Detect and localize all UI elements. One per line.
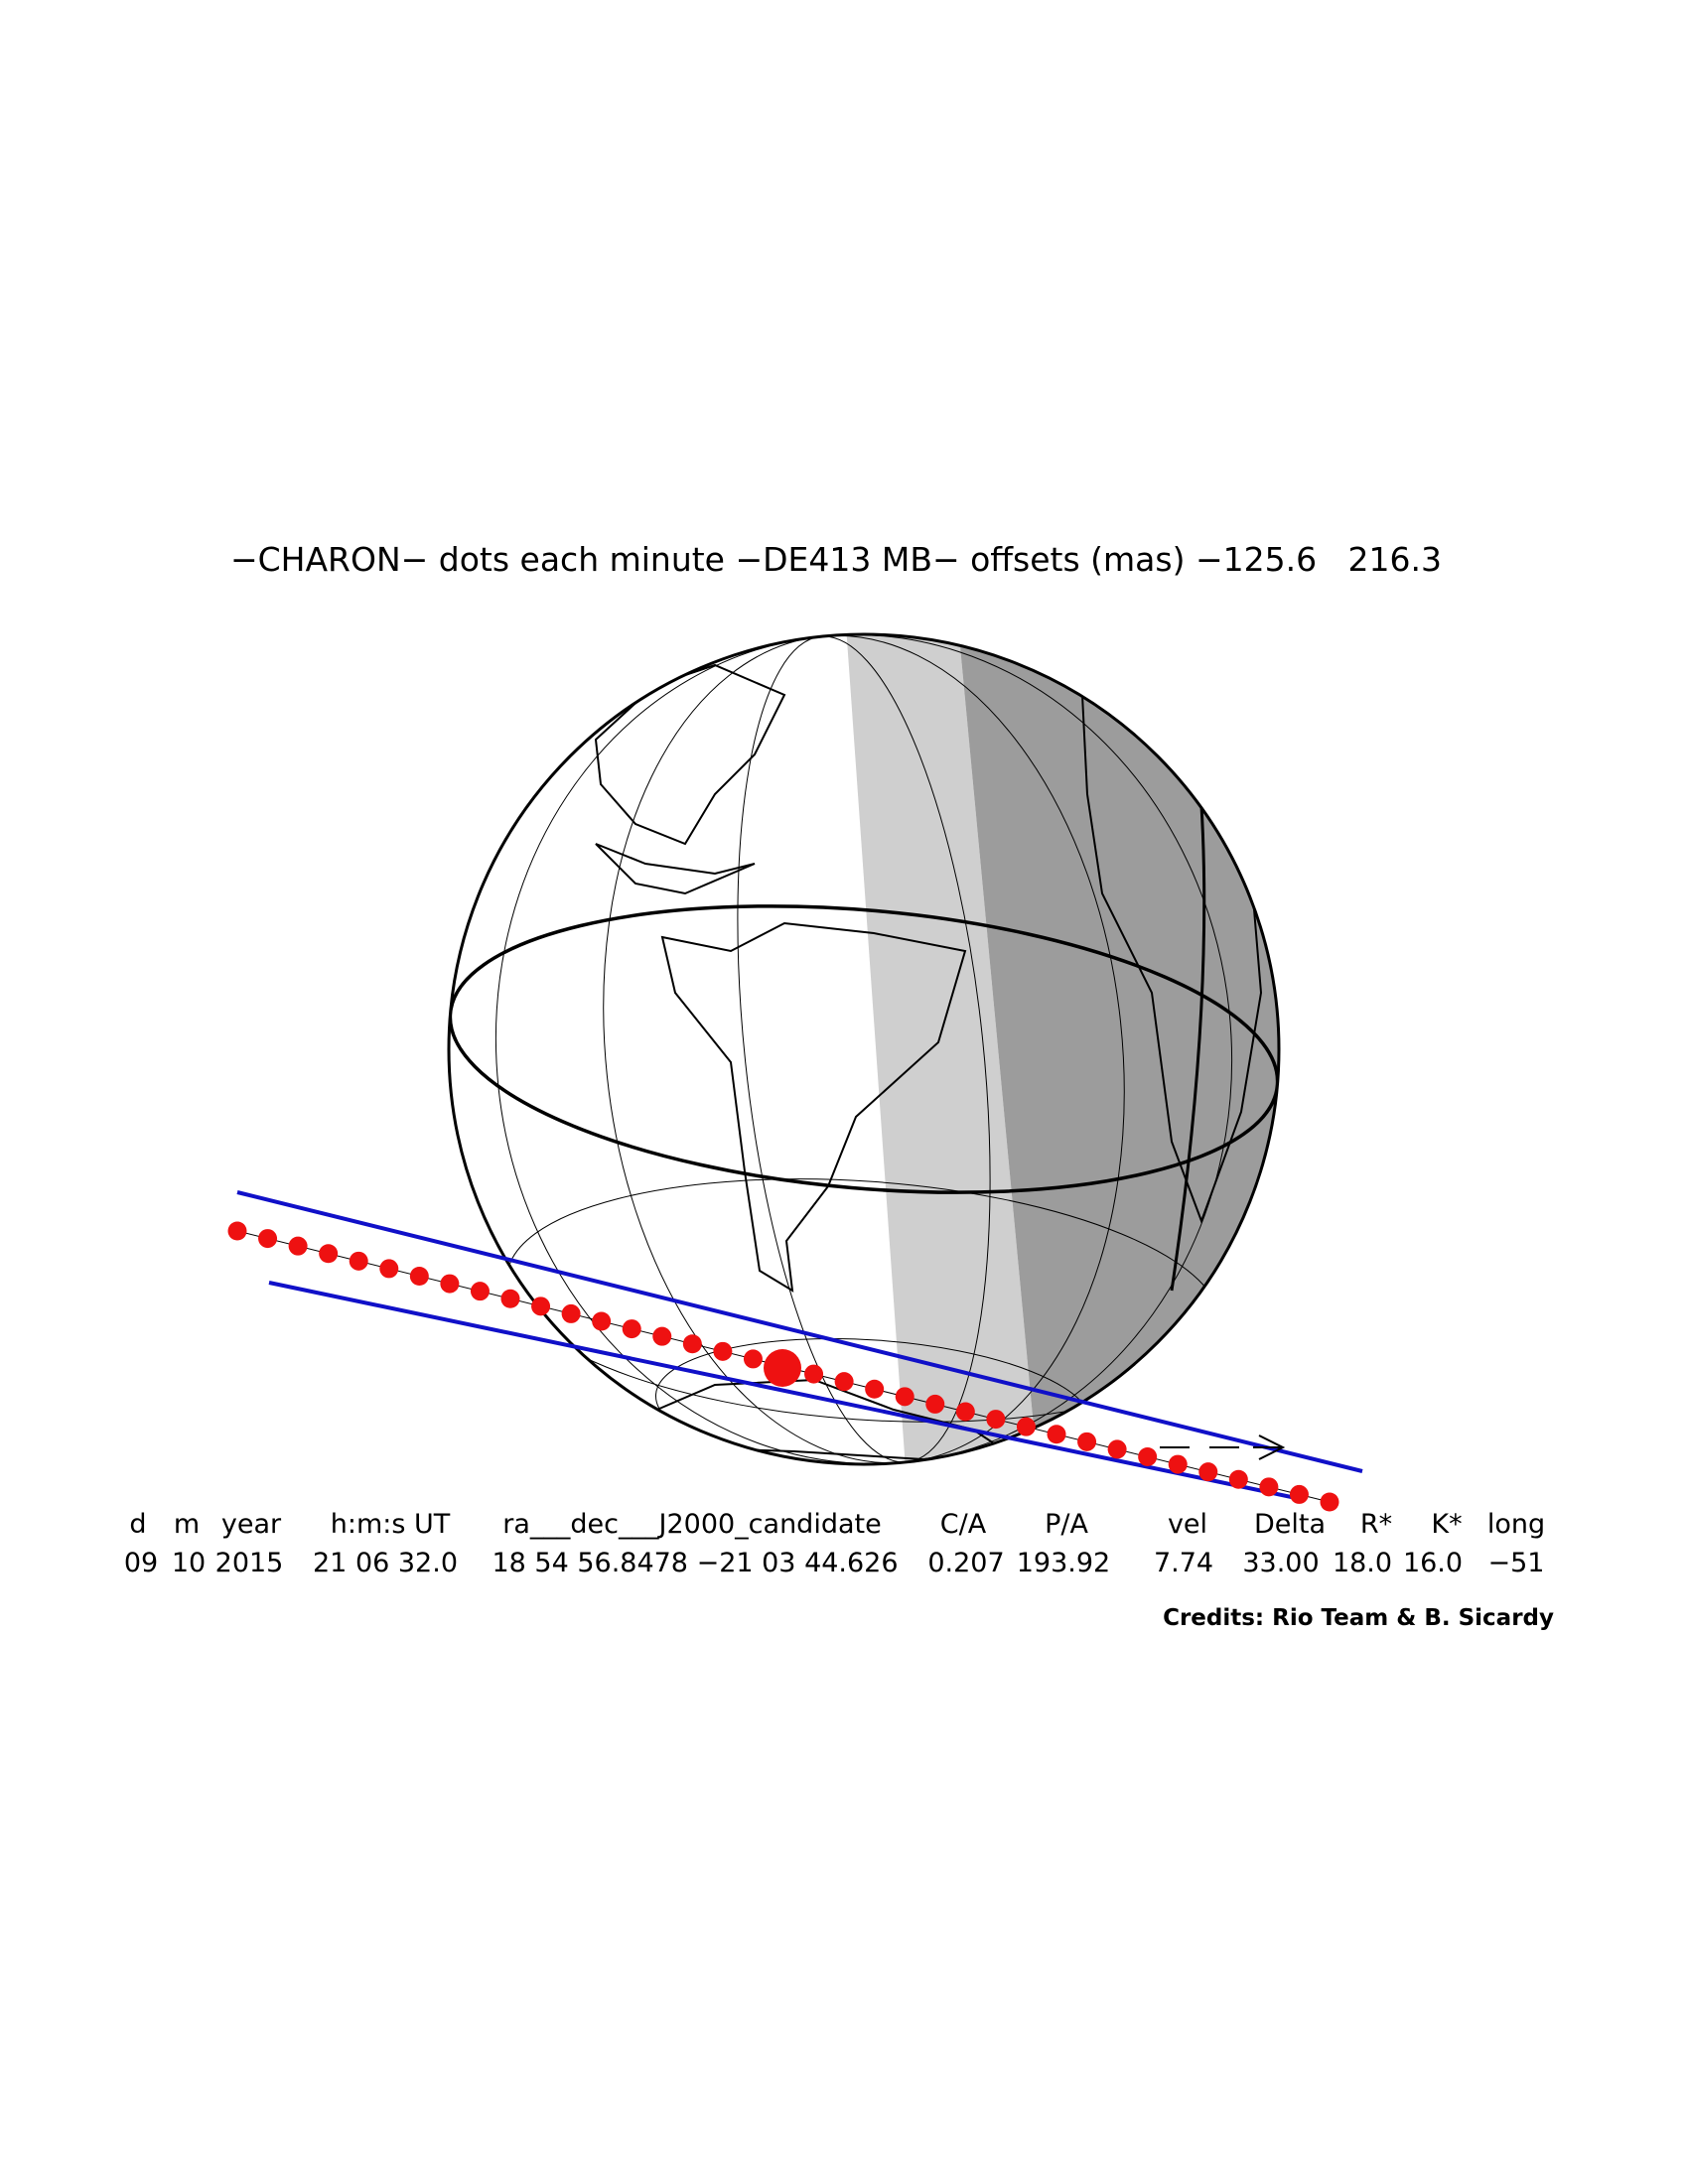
minute-dot [531, 1297, 551, 1316]
minute-dot [1228, 1469, 1248, 1489]
minute-dot [895, 1387, 914, 1407]
column-header: R* [1360, 1509, 1392, 1540]
column-value: 18 54 56.8478 −21 03 44.626 [492, 1548, 898, 1578]
minute-dot [713, 1341, 733, 1361]
column-value: 7.74 [1154, 1548, 1213, 1578]
minute-dot [804, 1364, 824, 1384]
column-header: h:m:s UT [331, 1509, 451, 1540]
title: −CHARON− dots each minute −DE413 MB− off… [230, 540, 1442, 579]
minute-dot [925, 1394, 945, 1414]
shadow-path [227, 1190, 1363, 1512]
minute-dot [349, 1251, 368, 1271]
minute-dot [379, 1259, 399, 1279]
shadow-limit [268, 1281, 1302, 1501]
penumbra-band [846, 634, 1038, 1464]
direction-arrow [1160, 1434, 1286, 1460]
column-value: 193.92 [1017, 1548, 1110, 1578]
minute-dot [470, 1282, 490, 1301]
minute-dot [227, 1221, 247, 1241]
minute-dot [1107, 1439, 1127, 1459]
minute-dot [986, 1410, 1006, 1430]
minute-dot [682, 1334, 702, 1354]
minute-dot [288, 1236, 308, 1256]
column-value: 0.207 [927, 1548, 1004, 1578]
minute-dot [440, 1274, 460, 1294]
closest-approach-dot [764, 1349, 801, 1387]
column-header: vel [1168, 1509, 1207, 1540]
column-header: long [1487, 1509, 1545, 1540]
minute-dot [319, 1244, 339, 1264]
minute-dot [1289, 1484, 1309, 1504]
minute-dot [743, 1349, 763, 1369]
minute-dot [1320, 1492, 1339, 1512]
minute-dot [622, 1319, 641, 1339]
minute-dot [409, 1267, 429, 1286]
column-value: 2015 [215, 1548, 284, 1578]
minute-dot [500, 1289, 520, 1308]
minute-dot [1198, 1462, 1218, 1482]
minute-dot [1016, 1417, 1036, 1436]
shadow-limit [236, 1190, 1363, 1473]
column-value: 18.0 [1333, 1548, 1392, 1578]
credits: Credits: Rio Team & B. Sicardy [1163, 1605, 1554, 1631]
night-band [958, 634, 1279, 1464]
minute-dot [834, 1372, 854, 1392]
minute-dot [1259, 1477, 1279, 1497]
minute-dot [258, 1229, 278, 1249]
column-value: 16.0 [1403, 1548, 1463, 1578]
column-header: C/A [940, 1509, 987, 1540]
column-header: P/A [1045, 1509, 1088, 1540]
column-header: year [221, 1509, 282, 1540]
column-value: 33.00 [1242, 1548, 1319, 1578]
minute-dot [1168, 1454, 1188, 1474]
column-value: −51 [1488, 1548, 1545, 1578]
column-header: ra___dec___J2000_candidate [502, 1509, 881, 1540]
column-header: Delta [1254, 1509, 1326, 1540]
column-value: 10 [172, 1548, 206, 1578]
event-table: d m year h:m:s UT ra___dec___J2000_candidate… [124, 1509, 1545, 1578]
minute-dot [561, 1303, 581, 1323]
minute-dot [1138, 1447, 1158, 1466]
minute-dot [1077, 1432, 1097, 1451]
column-value: 21 06 32.0 [313, 1548, 458, 1578]
column-header: K* [1431, 1509, 1462, 1540]
column-value: 09 [124, 1548, 158, 1578]
column-header: d [129, 1509, 146, 1540]
column-header: m [174, 1509, 200, 1540]
minute-dot [592, 1311, 612, 1331]
minute-dot [955, 1402, 975, 1422]
minute-dot [1047, 1425, 1066, 1444]
globe [447, 632, 1281, 1466]
minute-dot [865, 1379, 885, 1399]
minute-dot [652, 1326, 672, 1346]
